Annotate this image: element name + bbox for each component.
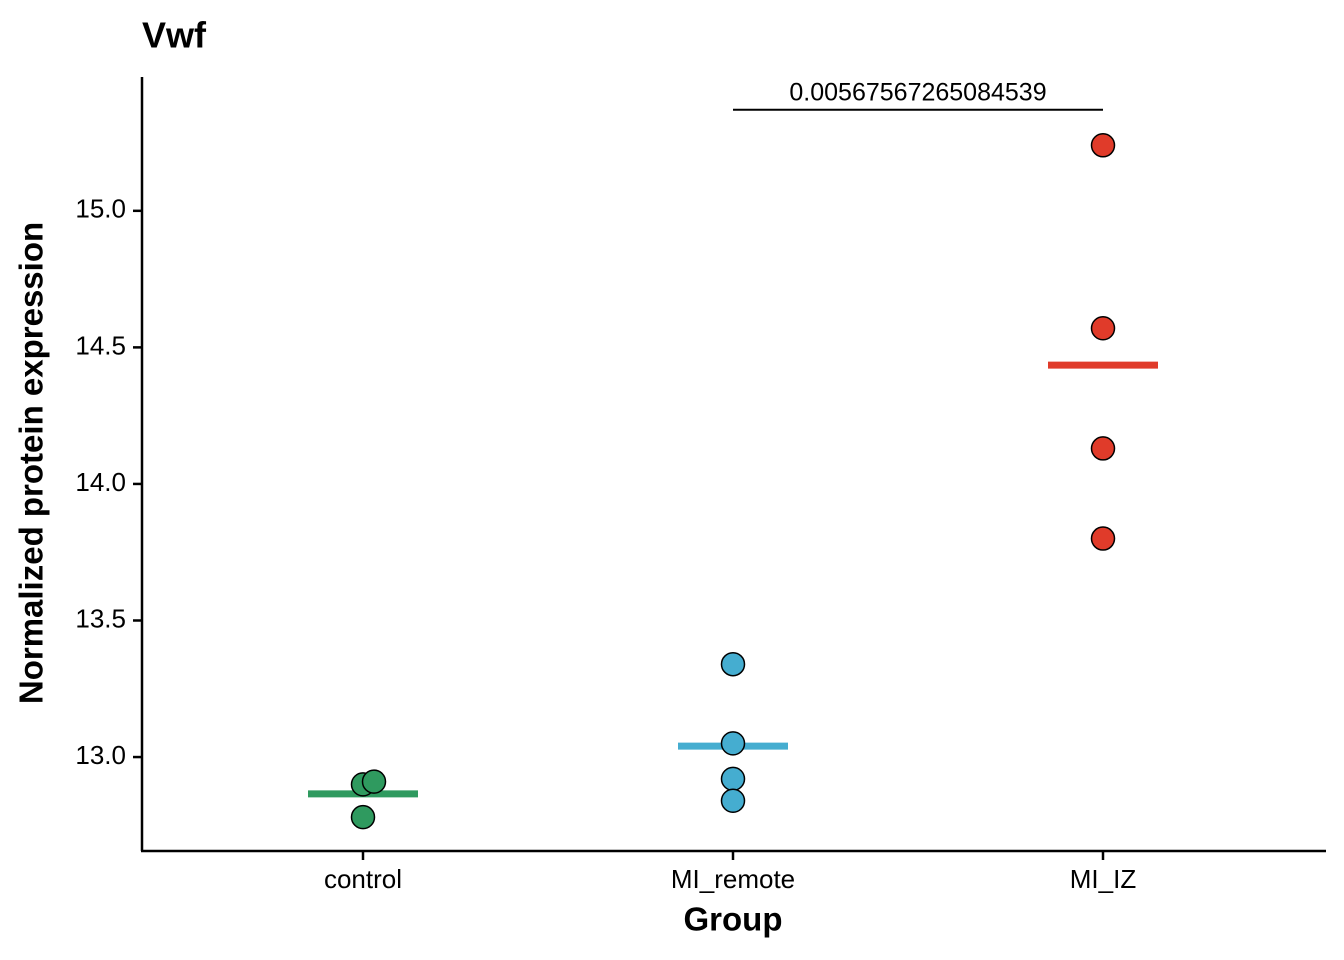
data-point bbox=[1090, 133, 1116, 158]
data-point bbox=[720, 788, 746, 813]
data-point bbox=[720, 766, 746, 792]
data-point bbox=[1090, 316, 1116, 341]
data-point bbox=[1090, 436, 1116, 461]
x-tick-label: MI_IZ bbox=[1070, 864, 1137, 894]
data-point bbox=[350, 804, 376, 830]
data-point bbox=[361, 769, 387, 794]
y-tick-label: 13.5 bbox=[75, 603, 126, 633]
data-point bbox=[1090, 526, 1116, 551]
y-tick-label: 13.0 bbox=[75, 740, 126, 770]
y-tick-label: 14.5 bbox=[75, 330, 126, 360]
y-tick-label: 14.0 bbox=[75, 467, 126, 497]
data-point bbox=[720, 651, 746, 677]
chart-title: Vwf bbox=[142, 15, 207, 56]
x-tick-label: MI_remote bbox=[671, 864, 795, 894]
y-axis-label: Normalized protein expression bbox=[13, 222, 50, 704]
comparison-label: 0.00567567265084539 bbox=[789, 78, 1046, 106]
y-tick-label: 15.0 bbox=[75, 194, 126, 224]
x-axis-label: Group bbox=[684, 901, 783, 938]
x-tick-label: control bbox=[324, 864, 402, 894]
data-point bbox=[720, 731, 746, 756]
